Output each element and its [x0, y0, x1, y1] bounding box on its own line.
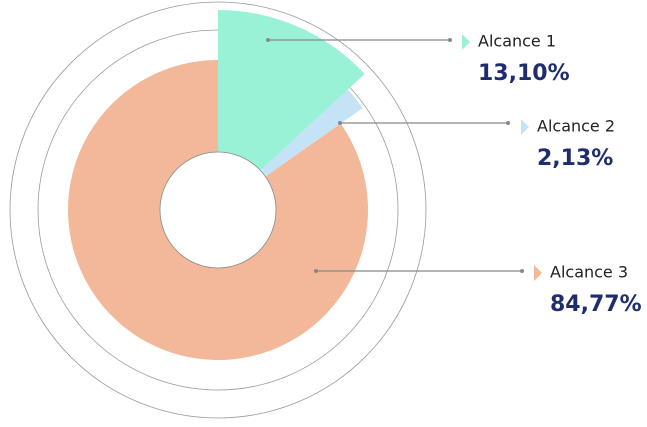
leader-dot — [314, 269, 318, 273]
legend-marker — [534, 265, 542, 281]
legend-marker — [521, 119, 529, 135]
leader-dot — [338, 121, 342, 125]
leader-dot — [506, 121, 510, 125]
value-label: 2,13% — [537, 146, 613, 171]
pie-slice — [260, 89, 363, 177]
leader-dot — [448, 38, 452, 42]
legend-label: Alcance 1 — [478, 32, 556, 51]
legend-label: Alcance 3 — [550, 263, 628, 282]
leader-dot — [520, 269, 524, 273]
value-label: 84,77% — [550, 292, 642, 317]
value-label: 13,10% — [478, 61, 570, 86]
legend-marker — [462, 34, 470, 50]
pie-slice — [218, 10, 365, 171]
hole — [159, 151, 277, 269]
pie-slice — [68, 60, 368, 360]
legend-label: Alcance 2 — [537, 117, 615, 136]
outer-ring — [9, 1, 427, 419]
leader-dot — [266, 38, 270, 42]
